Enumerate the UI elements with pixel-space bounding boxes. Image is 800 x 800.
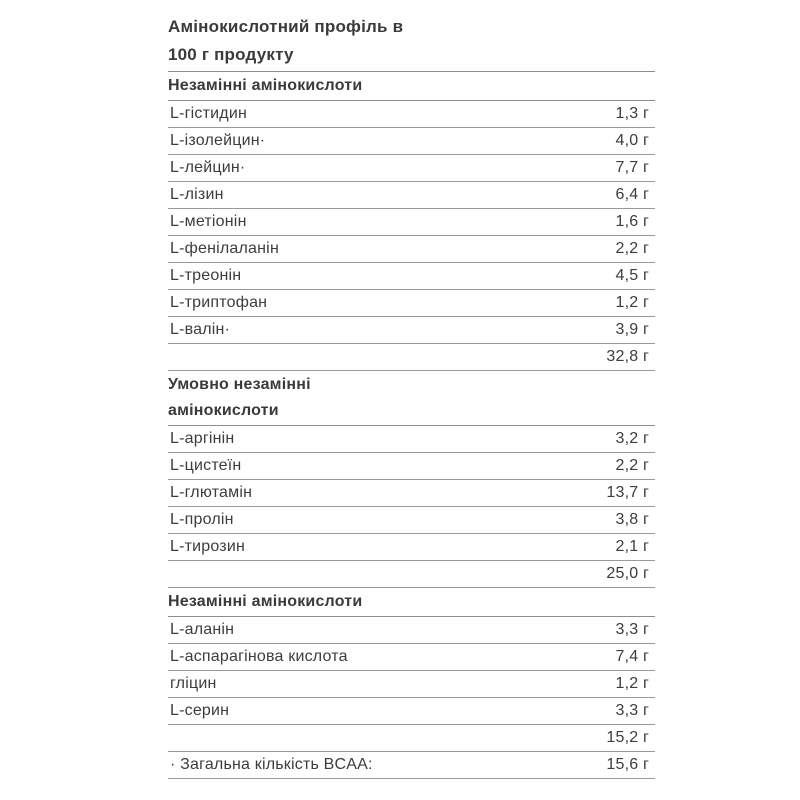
amino-acid-amount: 4,0 г [615, 132, 649, 149]
amino-acid-amount: 1,6 г [615, 213, 649, 230]
amino-acid-name: L-триптофан [170, 294, 268, 311]
amino-acid-name: L-цистеїн [170, 457, 242, 474]
section-header-line: амінокислоти [168, 402, 279, 419]
table-title-line-2: 100 г продукту [168, 45, 294, 64]
section-header-line: Незамінні амінокислоти [168, 77, 363, 94]
table-row: L-гістидин 1,3 г [168, 101, 655, 128]
amino-acid-amount: 3,3 г [615, 621, 649, 638]
amino-acid-amount: 3,2 г [615, 430, 649, 447]
bcaa-total-row: · Загальна кількість BCAA: 15,6 г [168, 752, 655, 779]
amino-acid-amount: 2,2 г [615, 457, 649, 474]
amino-acid-name: гліцин [170, 675, 217, 692]
table-row: L-глютамін 13,7 г [168, 480, 655, 507]
amino-acid-name: L-аргінін [170, 430, 235, 447]
table-row: L-серин 3,3 г [168, 698, 655, 725]
table-row: L-аланін 3,3 г [168, 617, 655, 644]
table-row: L-цистеїн 2,2 г [168, 453, 655, 480]
amino-acid-name: L-пролін [170, 511, 234, 528]
table-row: L-фенілаланін 2,2 г [168, 236, 655, 263]
amino-acid-name: L-глютамін [170, 484, 253, 501]
amino-acid-name: L-метіонін [170, 213, 247, 230]
amino-acid-name: L-серин [170, 702, 230, 719]
table-title-line-1: Амінокислотний профіль в [168, 17, 404, 36]
table-title: Амінокислотний профіль в 100 г продукту [168, 13, 655, 72]
table-row: L-метіонін 1,6 г [168, 209, 655, 236]
amino-acid-amount: 1,2 г [615, 294, 649, 311]
amino-acid-name: L-лізин [170, 186, 224, 203]
section-total-value: 15,2 г [606, 729, 649, 746]
section-header-nonessential: Незамінні амінокислоти [168, 588, 655, 617]
table-row: L-триптофан 1,2 г [168, 290, 655, 317]
amino-acid-amount: 4,5 г [615, 267, 649, 284]
section-header-essential: Незамінні амінокислоти [168, 72, 655, 101]
section-header-line: Незамінні амінокислоти [168, 593, 363, 610]
amino-acid-amount: 2,2 г [615, 240, 649, 257]
amino-acid-amount: 3,9 г [615, 321, 649, 338]
section-total-value: 25,0 г [606, 565, 649, 582]
amino-acid-amount: 6,4 г [615, 186, 649, 203]
section-header-conditionally-essential: Умовно незамінні амінокислоти [168, 371, 655, 426]
amino-acid-name: L-гістидин [170, 105, 247, 122]
table-row: L-пролін 3,8 г [168, 507, 655, 534]
table-row: L-валін· 3,9 г [168, 317, 655, 344]
amino-acid-amount: 7,7 г [615, 159, 649, 176]
amino-acid-name: L-аспарагінова кислота [170, 648, 348, 665]
section-total-row: 32,8 г [168, 344, 655, 371]
amino-acid-amount: 1,2 г [615, 675, 649, 692]
table-row: L-лізин 6,4 г [168, 182, 655, 209]
bcaa-total-value: 15,6 г [606, 756, 649, 773]
bcaa-total-label: · Загальна кількість BCAA: [170, 756, 373, 773]
amino-acid-amount: 13,7 г [606, 484, 649, 501]
amino-acid-name: L-фенілаланін [170, 240, 279, 257]
amino-acid-name: L-валін· [170, 321, 231, 338]
section-header-line: Умовно незамінні [168, 376, 311, 393]
amino-acid-name: L-тирозин [170, 538, 246, 555]
amino-acid-profile-table: Амінокислотний профіль в 100 г продукту … [168, 13, 655, 779]
amino-acid-name: L-ізолейцин· [170, 132, 266, 149]
table-row: L-ізолейцин· 4,0 г [168, 128, 655, 155]
table-row: L-треонін 4,5 г [168, 263, 655, 290]
amino-acid-name: L-лейцин· [170, 159, 246, 176]
amino-acid-name: L-треонін [170, 267, 242, 284]
amino-acid-name: L-аланін [170, 621, 235, 638]
amino-acid-amount: 3,8 г [615, 511, 649, 528]
table-row: L-тирозин 2,1 г [168, 534, 655, 561]
amino-acid-amount: 7,4 г [615, 648, 649, 665]
table-row: L-аргінін 3,2 г [168, 426, 655, 453]
section-total-value: 32,8 г [606, 348, 649, 365]
amino-acid-amount: 2,1 г [615, 538, 649, 555]
amino-acid-amount: 3,3 г [615, 702, 649, 719]
amino-acid-amount: 1,3 г [615, 105, 649, 122]
table-row: гліцин 1,2 г [168, 671, 655, 698]
section-total-row: 25,0 г [168, 561, 655, 588]
table-row: L-аспарагінова кислота 7,4 г [168, 644, 655, 671]
section-total-row: 15,2 г [168, 725, 655, 752]
table-row: L-лейцин· 7,7 г [168, 155, 655, 182]
